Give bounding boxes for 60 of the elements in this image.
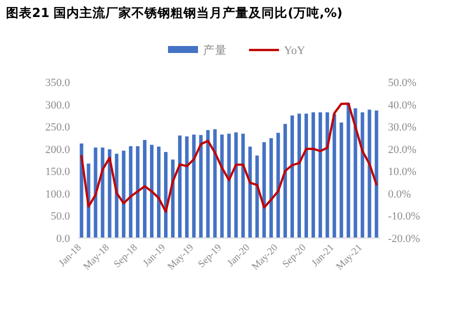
bar [276, 132, 280, 238]
y2-tick-label: 20.0% [388, 144, 416, 156]
bar [157, 146, 161, 238]
y-tick-label: 200.0 [45, 144, 70, 156]
bar [332, 114, 336, 238]
bar [150, 144, 154, 238]
legend-label: YoY [284, 45, 306, 57]
bar [136, 146, 140, 238]
bar [283, 124, 287, 238]
y2-tick-label: 50.0% [388, 77, 416, 89]
y-tick-label: 350.0 [45, 77, 70, 89]
bar [297, 114, 301, 238]
bar [227, 134, 231, 238]
bar [255, 156, 259, 238]
bar [192, 134, 196, 238]
bar [312, 112, 316, 238]
y2-tick-label: -10.0% [388, 210, 420, 223]
bar [241, 134, 245, 238]
bar [326, 112, 330, 238]
bar [142, 140, 146, 238]
y2-tick-label: 10.0% [388, 166, 416, 178]
bar [262, 142, 266, 238]
y-tick-label: 150.0 [45, 166, 70, 178]
legend-label: 产量 [203, 43, 227, 57]
y-tick-label: 300.0 [45, 99, 70, 112]
bar [368, 110, 372, 238]
bar [178, 135, 182, 238]
chart-title: 图表21 国内主流厂家不锈钢粗钢当月产量及同比(万吨,%) [6, 5, 342, 20]
bar [269, 138, 273, 238]
bar [374, 110, 378, 238]
y2-tick-label: 40.0% [388, 99, 416, 112]
y-tick-label: 0.0 [56, 233, 70, 245]
bar [164, 152, 168, 238]
bar [346, 102, 350, 238]
bar [220, 134, 224, 238]
bar [108, 149, 112, 238]
bar [354, 108, 358, 238]
bar [199, 135, 203, 238]
bar [128, 146, 132, 238]
y2-tick-label: -20.0% [388, 233, 420, 245]
bar [318, 112, 322, 238]
bar [100, 148, 104, 238]
bar [94, 148, 98, 238]
bar [206, 130, 210, 238]
bar [304, 114, 308, 238]
y2-tick-label: 0.0% [388, 188, 411, 200]
bar [185, 136, 189, 238]
y-tick-label: 250.0 [45, 122, 70, 134]
bar [122, 150, 126, 238]
bar [290, 115, 294, 238]
y-tick-label: 100.0 [45, 188, 70, 200]
bar [340, 122, 344, 238]
bar [360, 112, 364, 238]
line-series [80, 102, 378, 213]
y-tick-label: 50.0 [50, 210, 70, 223]
bar [234, 132, 238, 238]
y2-tick-label: 30.0% [388, 122, 416, 134]
bar [114, 154, 118, 238]
bar [248, 146, 252, 238]
bar [213, 129, 217, 238]
